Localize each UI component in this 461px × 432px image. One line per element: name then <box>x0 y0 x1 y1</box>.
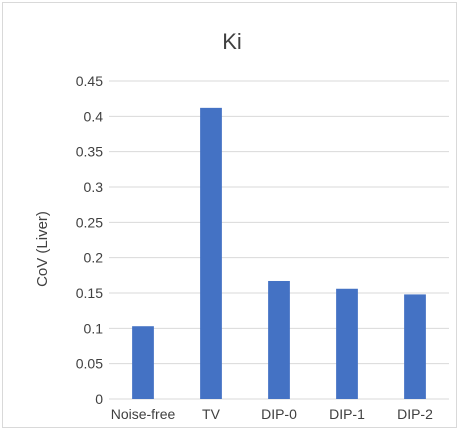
x-tick-label: TV <box>202 406 221 422</box>
chart-title: Ki <box>222 29 242 54</box>
x-axis-ticks: Noise-free TV DIP-0 DIP-1 DIP-2 <box>111 406 433 422</box>
x-tick-label: DIP-0 <box>261 406 297 422</box>
y-tick-label: 0.05 <box>76 356 103 372</box>
y-tick-label: 0.4 <box>84 108 104 124</box>
y-tick-label: 0.1 <box>84 320 104 336</box>
y-tick-label: 0.25 <box>76 214 103 230</box>
y-tick-label: 0.2 <box>84 250 104 266</box>
gridlines <box>109 80 449 400</box>
bar-dip-2 <box>404 294 426 399</box>
chart-frame: Ki CoV (Liver) 0 0.05 0.1 0.15 0.2 0.25 0.3 0.3… <box>2 2 457 428</box>
bar-noise-free <box>132 326 154 399</box>
bar-chart: Ki CoV (Liver) 0 0.05 0.1 0.15 0.2 0.25 0.3 0.3… <box>34 29 449 422</box>
y-tick-label: 0.3 <box>84 179 104 195</box>
bars <box>132 107 426 399</box>
y-tick-label: 0.35 <box>76 144 103 160</box>
y-tick-label: 0 <box>95 391 103 407</box>
x-tick-label: DIP-1 <box>329 406 365 422</box>
bar-dip-1 <box>336 288 358 399</box>
y-tick-label: 0.45 <box>76 73 103 89</box>
bar-tv <box>200 107 222 399</box>
x-tick-label: Noise-free <box>111 406 176 422</box>
x-tick-label: DIP-2 <box>397 406 433 422</box>
y-axis-label: CoV (Liver) <box>34 211 51 287</box>
y-axis-ticks: 0 0.05 0.1 0.15 0.2 0.25 0.3 0.35 0.4 0.45 <box>76 73 103 407</box>
bar-dip-0 <box>268 280 290 399</box>
y-tick-label: 0.15 <box>76 285 103 301</box>
